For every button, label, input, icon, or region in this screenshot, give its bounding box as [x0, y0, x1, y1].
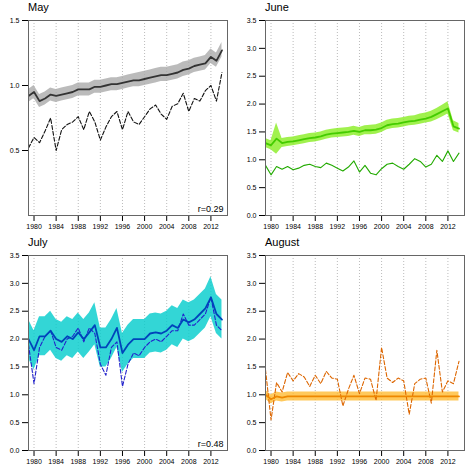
svg-text:1.5: 1.5 [247, 363, 257, 370]
svg-text:3.0: 3.0 [10, 280, 20, 287]
svg-text:1980: 1980 [263, 458, 279, 465]
svg-text:2008: 2008 [418, 458, 434, 465]
svg-text:1980: 1980 [26, 223, 42, 230]
svg-text:r=0.48: r=0.48 [198, 439, 224, 449]
svg-text:2000: 2000 [137, 223, 153, 230]
svg-text:1.0: 1.0 [247, 391, 257, 398]
svg-text:3.5: 3.5 [247, 252, 257, 259]
svg-text:1980: 1980 [26, 458, 42, 465]
svg-text:1984: 1984 [48, 223, 64, 230]
svg-text:2000: 2000 [374, 223, 390, 230]
svg-text:1988: 1988 [307, 223, 323, 230]
svg-text:r=0.29: r=0.29 [198, 204, 224, 214]
svg-text:1988: 1988 [70, 458, 86, 465]
svg-text:2.0: 2.0 [247, 100, 257, 107]
svg-text:1988: 1988 [307, 458, 323, 465]
svg-text:2004: 2004 [396, 223, 412, 230]
svg-text:2012: 2012 [440, 458, 456, 465]
html-text:June: June [265, 1, 289, 13]
svg-text:2.5: 2.5 [247, 307, 257, 314]
svg-text:3.5: 3.5 [247, 17, 257, 24]
svg-text:1996: 1996 [352, 223, 368, 230]
svg-text:1984: 1984 [285, 458, 301, 465]
svg-text:1992: 1992 [93, 223, 109, 230]
svg-text:1988: 1988 [70, 223, 86, 230]
svg-text:0.5: 0.5 [247, 184, 257, 191]
svg-text:2008: 2008 [418, 223, 434, 230]
html-text:July: July [28, 236, 48, 248]
svg-text:1.0: 1.0 [10, 82, 20, 89]
svg-text:0.0: 0.0 [247, 447, 257, 454]
svg-text:1996: 1996 [115, 458, 131, 465]
svg-text:1996: 1996 [352, 458, 368, 465]
svg-text:1.0: 1.0 [10, 391, 20, 398]
svg-text:1.5: 1.5 [10, 17, 20, 24]
html-text:May: May [28, 1, 49, 13]
svg-text:1.0: 1.0 [247, 156, 257, 163]
svg-text:2.5: 2.5 [10, 307, 20, 314]
svg-text:1984: 1984 [48, 458, 64, 465]
html-text:August: August [265, 236, 300, 248]
svg-text:1996: 1996 [115, 223, 131, 230]
svg-text:2008: 2008 [181, 458, 197, 465]
svg-text:2000: 2000 [137, 458, 153, 465]
svg-text:1992: 1992 [330, 223, 346, 230]
svg-text:1992: 1992 [330, 458, 346, 465]
svg-text:1.5: 1.5 [10, 363, 20, 370]
svg-text:2004: 2004 [396, 458, 412, 465]
svg-text:0.0: 0.0 [247, 212, 257, 219]
svg-text:0.5: 0.5 [247, 419, 257, 426]
svg-text:0.5: 0.5 [10, 419, 20, 426]
svg-text:2008: 2008 [181, 223, 197, 230]
svg-text:2.0: 2.0 [10, 335, 20, 342]
svg-text:2012: 2012 [440, 223, 456, 230]
svg-text:3.0: 3.0 [247, 280, 257, 287]
svg-text:1992: 1992 [93, 458, 109, 465]
svg-text:2004: 2004 [159, 458, 175, 465]
svg-text:2004: 2004 [159, 223, 175, 230]
svg-text:2.5: 2.5 [247, 72, 257, 79]
svg-text:2000: 2000 [374, 458, 390, 465]
svg-text:2012: 2012 [203, 223, 219, 230]
svg-text:3.5: 3.5 [10, 252, 20, 259]
svg-text:3.0: 3.0 [247, 45, 257, 52]
svg-text:2.0: 2.0 [247, 335, 257, 342]
svg-text:1.5: 1.5 [247, 128, 257, 135]
svg-text:0.5: 0.5 [10, 147, 20, 154]
svg-text:2012: 2012 [203, 458, 219, 465]
svg-text:1980: 1980 [263, 223, 279, 230]
svg-text:0.0: 0.0 [10, 447, 20, 454]
svg-text:1984: 1984 [285, 223, 301, 230]
